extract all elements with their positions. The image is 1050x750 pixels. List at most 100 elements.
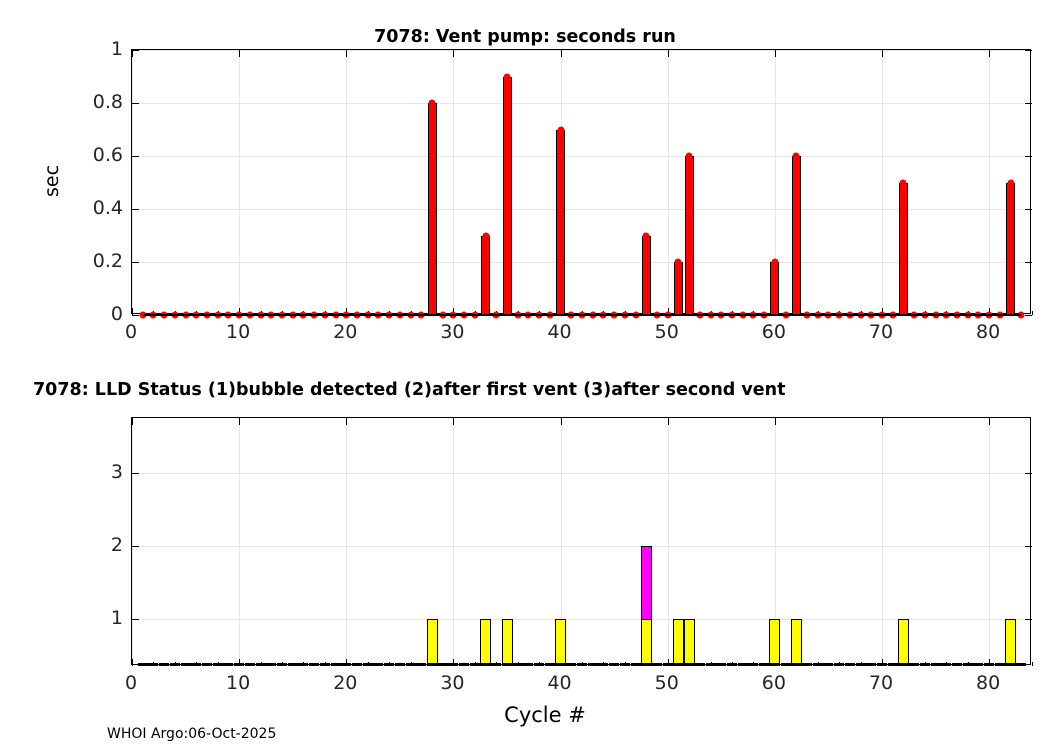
x-axis-tick (667, 418, 669, 425)
lld-status-zero-marker (159, 663, 170, 666)
lld-status-bar-level-1 (426, 618, 438, 666)
lld-status-zero-marker (941, 663, 952, 666)
lld-status-zero-marker (844, 663, 855, 666)
x-axis-tick (346, 418, 348, 425)
gridline-vertical (239, 418, 241, 664)
x-axis-minor-tick (1032, 311, 1033, 315)
lld-status-zero-marker (234, 663, 245, 666)
lld-status-zero-marker (641, 663, 652, 666)
y-axis-tick (1025, 50, 1032, 51)
lld-status-zero-marker (694, 663, 705, 666)
lld-status-zero-marker (169, 663, 180, 666)
x-axis-tick (989, 50, 991, 57)
x-axis-tick (882, 418, 883, 425)
y-axis-tick (1025, 315, 1032, 316)
x-axis-tick-label: 50 (654, 672, 679, 694)
vent-pump-bar (898, 182, 908, 315)
vent-pump-data-point (503, 73, 511, 80)
lld-status-zero-marker (202, 663, 212, 666)
vent-pump-data-point (1007, 179, 1015, 186)
x-axis-minor-tick (132, 311, 133, 315)
lld-status-zero-marker (769, 663, 780, 666)
y-axis-tick-label: 2 (110, 533, 123, 556)
lld-status-zero-marker (298, 663, 309, 666)
y-axis-tick-label: 1 (110, 38, 123, 60)
gridline-horizontal (132, 618, 1030, 620)
lld-status-zero-marker (491, 663, 502, 666)
gridline-vertical (132, 418, 133, 664)
lld-status-zero-marker (502, 663, 512, 666)
vent-pump-data-point (899, 179, 907, 186)
x-axis-tick-label: 30 (440, 321, 465, 343)
vent-pump-data-point (642, 232, 650, 239)
gridline-vertical (560, 418, 562, 664)
gridline-horizontal (132, 209, 1030, 210)
lld-status-zero-marker (566, 663, 577, 666)
lld-status-zero-marker (727, 663, 737, 666)
lld-status-zero-marker (855, 663, 866, 666)
vent-pump-bar (770, 262, 780, 315)
lld-status-zero-marker (373, 663, 384, 666)
x-axis-tick-label: 60 (761, 321, 786, 343)
lld-status-zero-marker (887, 663, 898, 666)
vent-pump-bar (673, 262, 683, 315)
lld-status-zero-marker (705, 663, 716, 666)
y-axis-tick (1025, 103, 1032, 104)
lld-status-zero-marker (459, 663, 470, 666)
lld-status-zero-marker (319, 663, 330, 666)
lld-status-zero-marker (394, 663, 405, 666)
lld-status-zero-marker (952, 663, 962, 666)
lld-status-chart-title: 7078: LLD Status (1)bubble detected (2)a… (33, 380, 786, 400)
gridline-horizontal (132, 156, 1030, 157)
x-axis-tick-label: 10 (226, 672, 251, 694)
y-axis-tick (1025, 618, 1032, 620)
gridline-vertical (882, 418, 883, 664)
y-axis-tick (1025, 545, 1032, 547)
x-axis-tick-label: 70 (868, 321, 894, 343)
gridline-horizontal (132, 545, 1030, 547)
gridline-horizontal (132, 262, 1030, 263)
gridline-horizontal (132, 103, 1030, 104)
x-axis-tick (560, 50, 562, 57)
lld-status-zero-marker (919, 663, 930, 666)
x-axis-tick (453, 418, 455, 425)
lld-status-zero-marker (277, 663, 287, 666)
gridline-vertical (453, 418, 455, 664)
gridline-vertical (882, 50, 883, 313)
lld-status-zero-marker (309, 663, 320, 666)
y-axis-tick (132, 618, 139, 620)
lld-status-zero-marker (984, 663, 995, 666)
lld-status-zero-marker (362, 663, 373, 666)
lld-status-zero-marker (137, 663, 148, 666)
lld-status-bar-level-1 (640, 618, 652, 666)
vent-pump-chart-title: 7078: Vent pump: seconds run (374, 27, 676, 47)
lld-status-zero-marker (384, 663, 395, 666)
gridline-vertical (346, 50, 348, 313)
gridline-vertical (453, 50, 455, 313)
x-axis-tick-label: 60 (761, 672, 786, 694)
lld-status-zero-marker (684, 663, 695, 666)
x-axis-tick (132, 418, 133, 425)
gridline-vertical (774, 50, 776, 313)
gridline-vertical (132, 50, 133, 313)
lld-status-zero-marker (223, 663, 234, 666)
x-axis-tick-label: 80 (976, 321, 1001, 343)
lld-status-zero-marker (737, 663, 748, 666)
x-axis-tick (774, 50, 776, 57)
lld-status-zero-marker (180, 663, 191, 666)
lld-status-bar-level-1 (672, 618, 684, 666)
lld-status-zero-marker (427, 663, 437, 666)
lld-status-zero-marker (812, 663, 823, 666)
lld-status-zero-marker (780, 663, 791, 666)
vent-pump-bar (481, 235, 491, 315)
vent-pump-y-axis-label: sec (41, 164, 63, 198)
vent-pump-plot-area (131, 49, 1033, 319)
footer-credit: WHOI Argo:06-Oct-2025 (107, 726, 277, 742)
lld-status-zero-marker (962, 663, 973, 666)
lld-status-bar-level-2 (640, 545, 652, 619)
x-axis-minor-tick (132, 662, 133, 666)
x-axis-tick (774, 418, 776, 425)
y-axis-tick (1025, 262, 1032, 263)
lld-status-zero-marker (609, 663, 620, 666)
